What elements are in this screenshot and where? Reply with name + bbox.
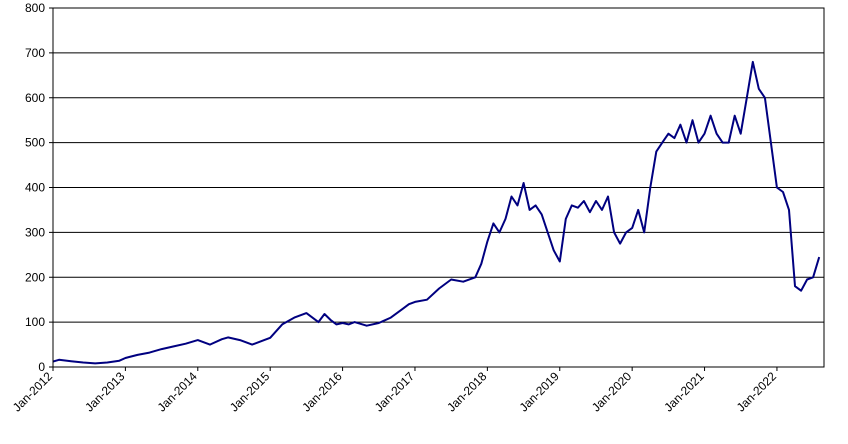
- x-tick-label: Jan-2020: [589, 369, 635, 415]
- x-tick-label: Jan-2018: [444, 369, 490, 415]
- x-axis: Jan-2012 Jan-2013 Jan-2014 Jan-2015 Jan-2016…: [10, 367, 779, 415]
- gridlines: [53, 52, 824, 323]
- y-tick-label: 200: [25, 270, 45, 284]
- x-tick-label: Jan-2012: [10, 369, 56, 415]
- series-layer: [52, 60, 821, 365]
- y-tick-label: 800: [25, 1, 45, 15]
- x-tick-label: Jan-2019: [517, 369, 563, 415]
- plot-frame: [52, 7, 825, 368]
- x-tick-label: Jan-2014: [155, 369, 201, 415]
- y-tick-label: 100: [25, 315, 45, 329]
- x-tick-label: Jan-2021: [661, 369, 707, 415]
- series-line: [52, 60, 821, 365]
- y-tick-label: 400: [25, 181, 45, 195]
- x-tick-label: Jan-2022: [734, 369, 780, 415]
- y-tick-label: 700: [25, 46, 45, 60]
- y-tick-label: 0: [38, 360, 45, 374]
- y-tick-label: 500: [25, 136, 45, 150]
- x-tick-label: Jan-2017: [372, 369, 418, 415]
- y-tick-label: 300: [25, 225, 45, 239]
- y-tick-label: 600: [25, 91, 45, 105]
- x-tick-label: Jan-2016: [299, 369, 345, 415]
- x-tick-label: Jan-2013: [82, 369, 128, 415]
- x-tick-label: Jan-2015: [227, 369, 273, 415]
- y-axis: 0 100 200 300 400 500 600 700 800: [25, 1, 53, 374]
